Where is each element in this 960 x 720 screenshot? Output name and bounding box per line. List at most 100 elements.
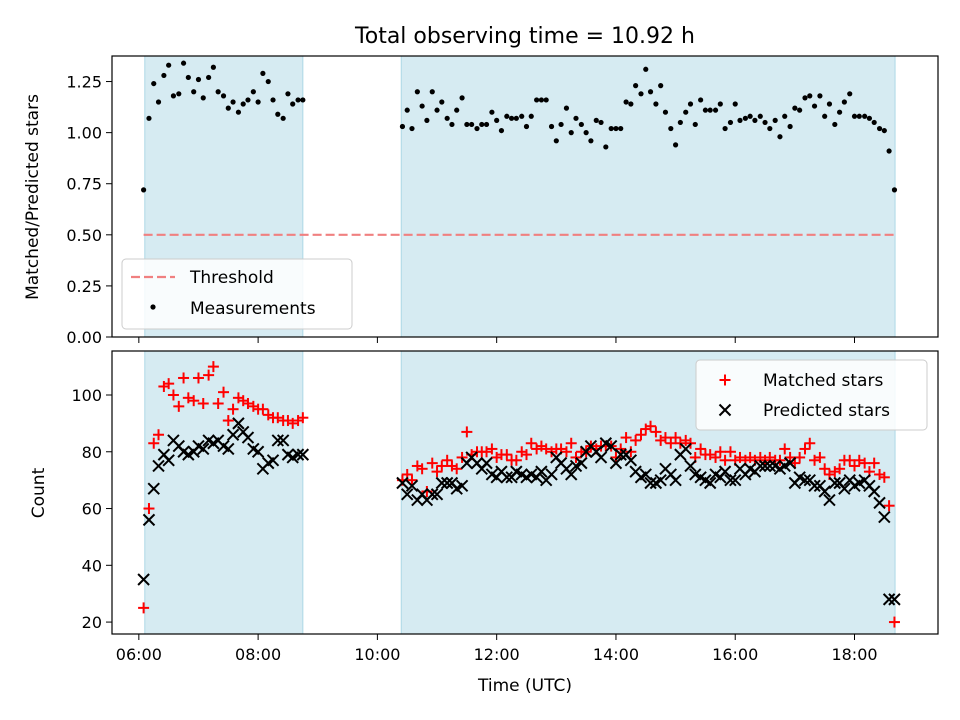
cross-b [754, 459, 767, 473]
measurement-point [732, 101, 738, 107]
measurement-point [280, 115, 286, 121]
cross-b [838, 482, 851, 495]
measurement-point [722, 125, 728, 132]
cross-b [888, 593, 901, 606]
bottom-legend-box [695, 359, 928, 431]
cross-b [232, 417, 245, 430]
cross-b [709, 468, 722, 481]
cross-b [584, 439, 598, 453]
measurement-point [161, 72, 167, 79]
measurement-point [762, 119, 768, 126]
predicted-star-marker [435, 476, 449, 490]
measurement-point [146, 115, 152, 121]
matched-star-marker [724, 446, 736, 458]
predicted-star-marker [455, 479, 469, 493]
predicted-star-marker [644, 476, 657, 490]
legend-matched-swatch [719, 374, 731, 386]
measurement-point [847, 91, 853, 97]
predicted-star-marker [724, 473, 737, 487]
bottom-x-tick-label: 12:00 [474, 645, 520, 664]
cross-b [167, 434, 180, 447]
cross-b [878, 510, 891, 524]
measurement-point [811, 103, 818, 109]
matched-star-marker [868, 457, 880, 469]
top-y-tick-label: 0.50 [66, 226, 102, 245]
measurement-point [553, 138, 559, 144]
cross-b [565, 468, 578, 481]
measurement-point [459, 95, 465, 101]
legend-matched-label: Matched stars [763, 371, 883, 391]
cross-b [211, 434, 225, 447]
measurement-point [255, 99, 261, 105]
cross-b [535, 465, 548, 478]
measurement-point [578, 121, 584, 128]
predicted-star-marker [480, 456, 493, 470]
matched-star-marker [197, 398, 209, 410]
predicted-star-marker [266, 454, 280, 467]
measurement-point [568, 130, 574, 136]
measurement-point [737, 117, 743, 123]
matched-star-marker [167, 389, 179, 401]
cross-b [554, 456, 568, 470]
cross-b [599, 437, 613, 450]
matched-star-marker [804, 437, 816, 449]
measurement-point [633, 83, 639, 89]
measurement-point [454, 107, 460, 113]
cross-b [480, 456, 493, 470]
measurement-point [220, 93, 227, 99]
matched-stars-markers [138, 361, 900, 628]
measurement-point [871, 119, 877, 126]
predicted-star-marker [763, 459, 777, 473]
matched-star-marker [565, 437, 577, 449]
top-y-tick-label: 1.00 [66, 124, 102, 143]
cross-b [465, 451, 478, 464]
measurement-point [290, 101, 296, 107]
matched-star-marker [416, 463, 428, 475]
bottom-y-tick-label: 100 [71, 386, 102, 405]
x-axis-label: Time (UTC) [477, 676, 572, 696]
bottom-x-tick-label: 16:00 [712, 645, 758, 664]
predicted-star-marker [729, 473, 742, 487]
matched-star-marker [510, 454, 522, 466]
cross-b [510, 465, 523, 478]
matched-star-marker [834, 463, 846, 475]
matched-star-marker [799, 443, 811, 455]
cross-b [440, 476, 454, 490]
top-y-tick-label: 0.75 [66, 175, 102, 194]
measurement-point [792, 105, 798, 111]
matched-star-marker [486, 443, 498, 455]
matched-star-marker [520, 449, 532, 461]
matched-star-marker [431, 466, 443, 478]
measurement-point [464, 121, 470, 128]
measurement-point [841, 99, 847, 105]
cross-b [575, 456, 588, 470]
cross-b [768, 459, 782, 473]
measurement-point [225, 105, 231, 111]
measurement-point [270, 97, 276, 103]
matched-star-marker [153, 429, 165, 441]
measurement-point [573, 115, 579, 121]
measurement-point [300, 97, 306, 103]
cross-b [873, 496, 886, 510]
cross-b [430, 488, 444, 501]
measurement-point [558, 121, 564, 128]
top-y-axis-label: Matched/Predicted stars [23, 94, 43, 300]
cross-b [624, 454, 638, 467]
figure-title: Total observing time = 10.92 h [354, 24, 695, 49]
matched-star-marker [222, 415, 234, 427]
top-shaded-region-2 [401, 56, 896, 337]
matched-star-marker [779, 443, 791, 455]
measurement-point [534, 97, 540, 103]
legend-predicted-label: Predicted stars [763, 401, 890, 421]
matched-star-marker [451, 463, 463, 475]
bottom-y-axis-label: Count [29, 467, 49, 518]
measurement-point [469, 121, 475, 128]
predicted-star-marker [396, 476, 409, 490]
matched-star-marker [570, 451, 582, 463]
predicted-star-marker [609, 456, 623, 470]
predicted-star-marker [152, 459, 165, 473]
measurement-point [474, 125, 480, 132]
cross-b [296, 448, 310, 461]
measurement-point [742, 115, 748, 121]
